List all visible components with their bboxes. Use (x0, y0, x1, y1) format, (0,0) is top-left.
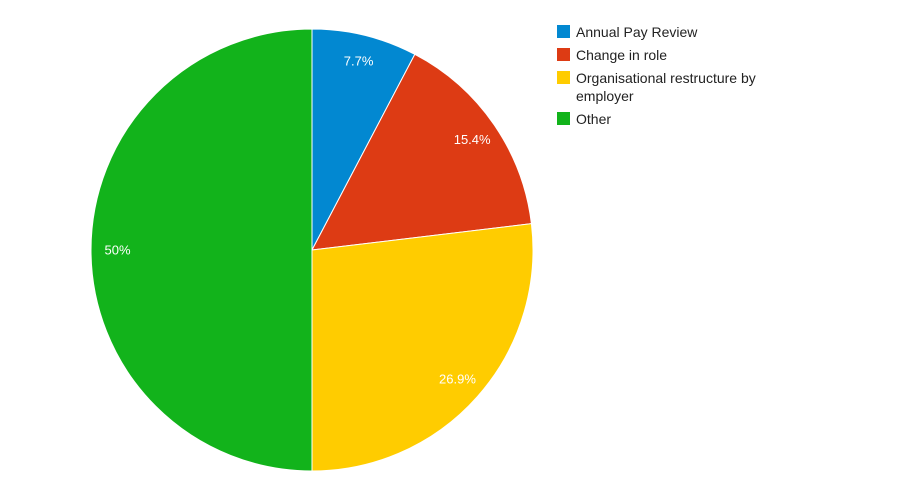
legend-item-organisational-restructure[interactable]: Organisational restructure by employer (557, 69, 797, 105)
legend-label-organisational-restructure: Organisational restructure by employer (576, 70, 756, 104)
legend-item-annual-pay-review[interactable]: Annual Pay Review (557, 23, 797, 41)
legend-item-change-in-role[interactable]: Change in role (557, 46, 797, 64)
pie-slice-annual-pay-review[interactable] (311, 28, 416, 251)
legend: Annual Pay Review Change in role Organis… (557, 23, 797, 133)
legend-label-annual-pay-review: Annual Pay Review (576, 24, 698, 40)
pie-slice-other[interactable] (90, 28, 313, 472)
slice-label-change-in-role: 15.4% (454, 132, 491, 147)
legend-label-other: Other (576, 111, 612, 127)
pie-slice-change-in-role[interactable] (311, 53, 532, 251)
legend-item-other[interactable]: Other (557, 110, 797, 128)
slice-label-other: 50% (105, 243, 131, 258)
slice-label-organisational-restructure: 26.9% (439, 372, 476, 387)
pie-slice-organisational-restructure[interactable] (311, 223, 534, 472)
slice-label-annual-pay-review: 7.7% (344, 54, 374, 69)
legend-label-change-in-role: Change in role (576, 47, 668, 63)
legend-swatch-organisational-restructure (557, 71, 570, 84)
legend-swatch-annual-pay-review (557, 25, 570, 38)
legend-swatch-change-in-role (557, 48, 570, 61)
legend-swatch-other (557, 112, 570, 125)
